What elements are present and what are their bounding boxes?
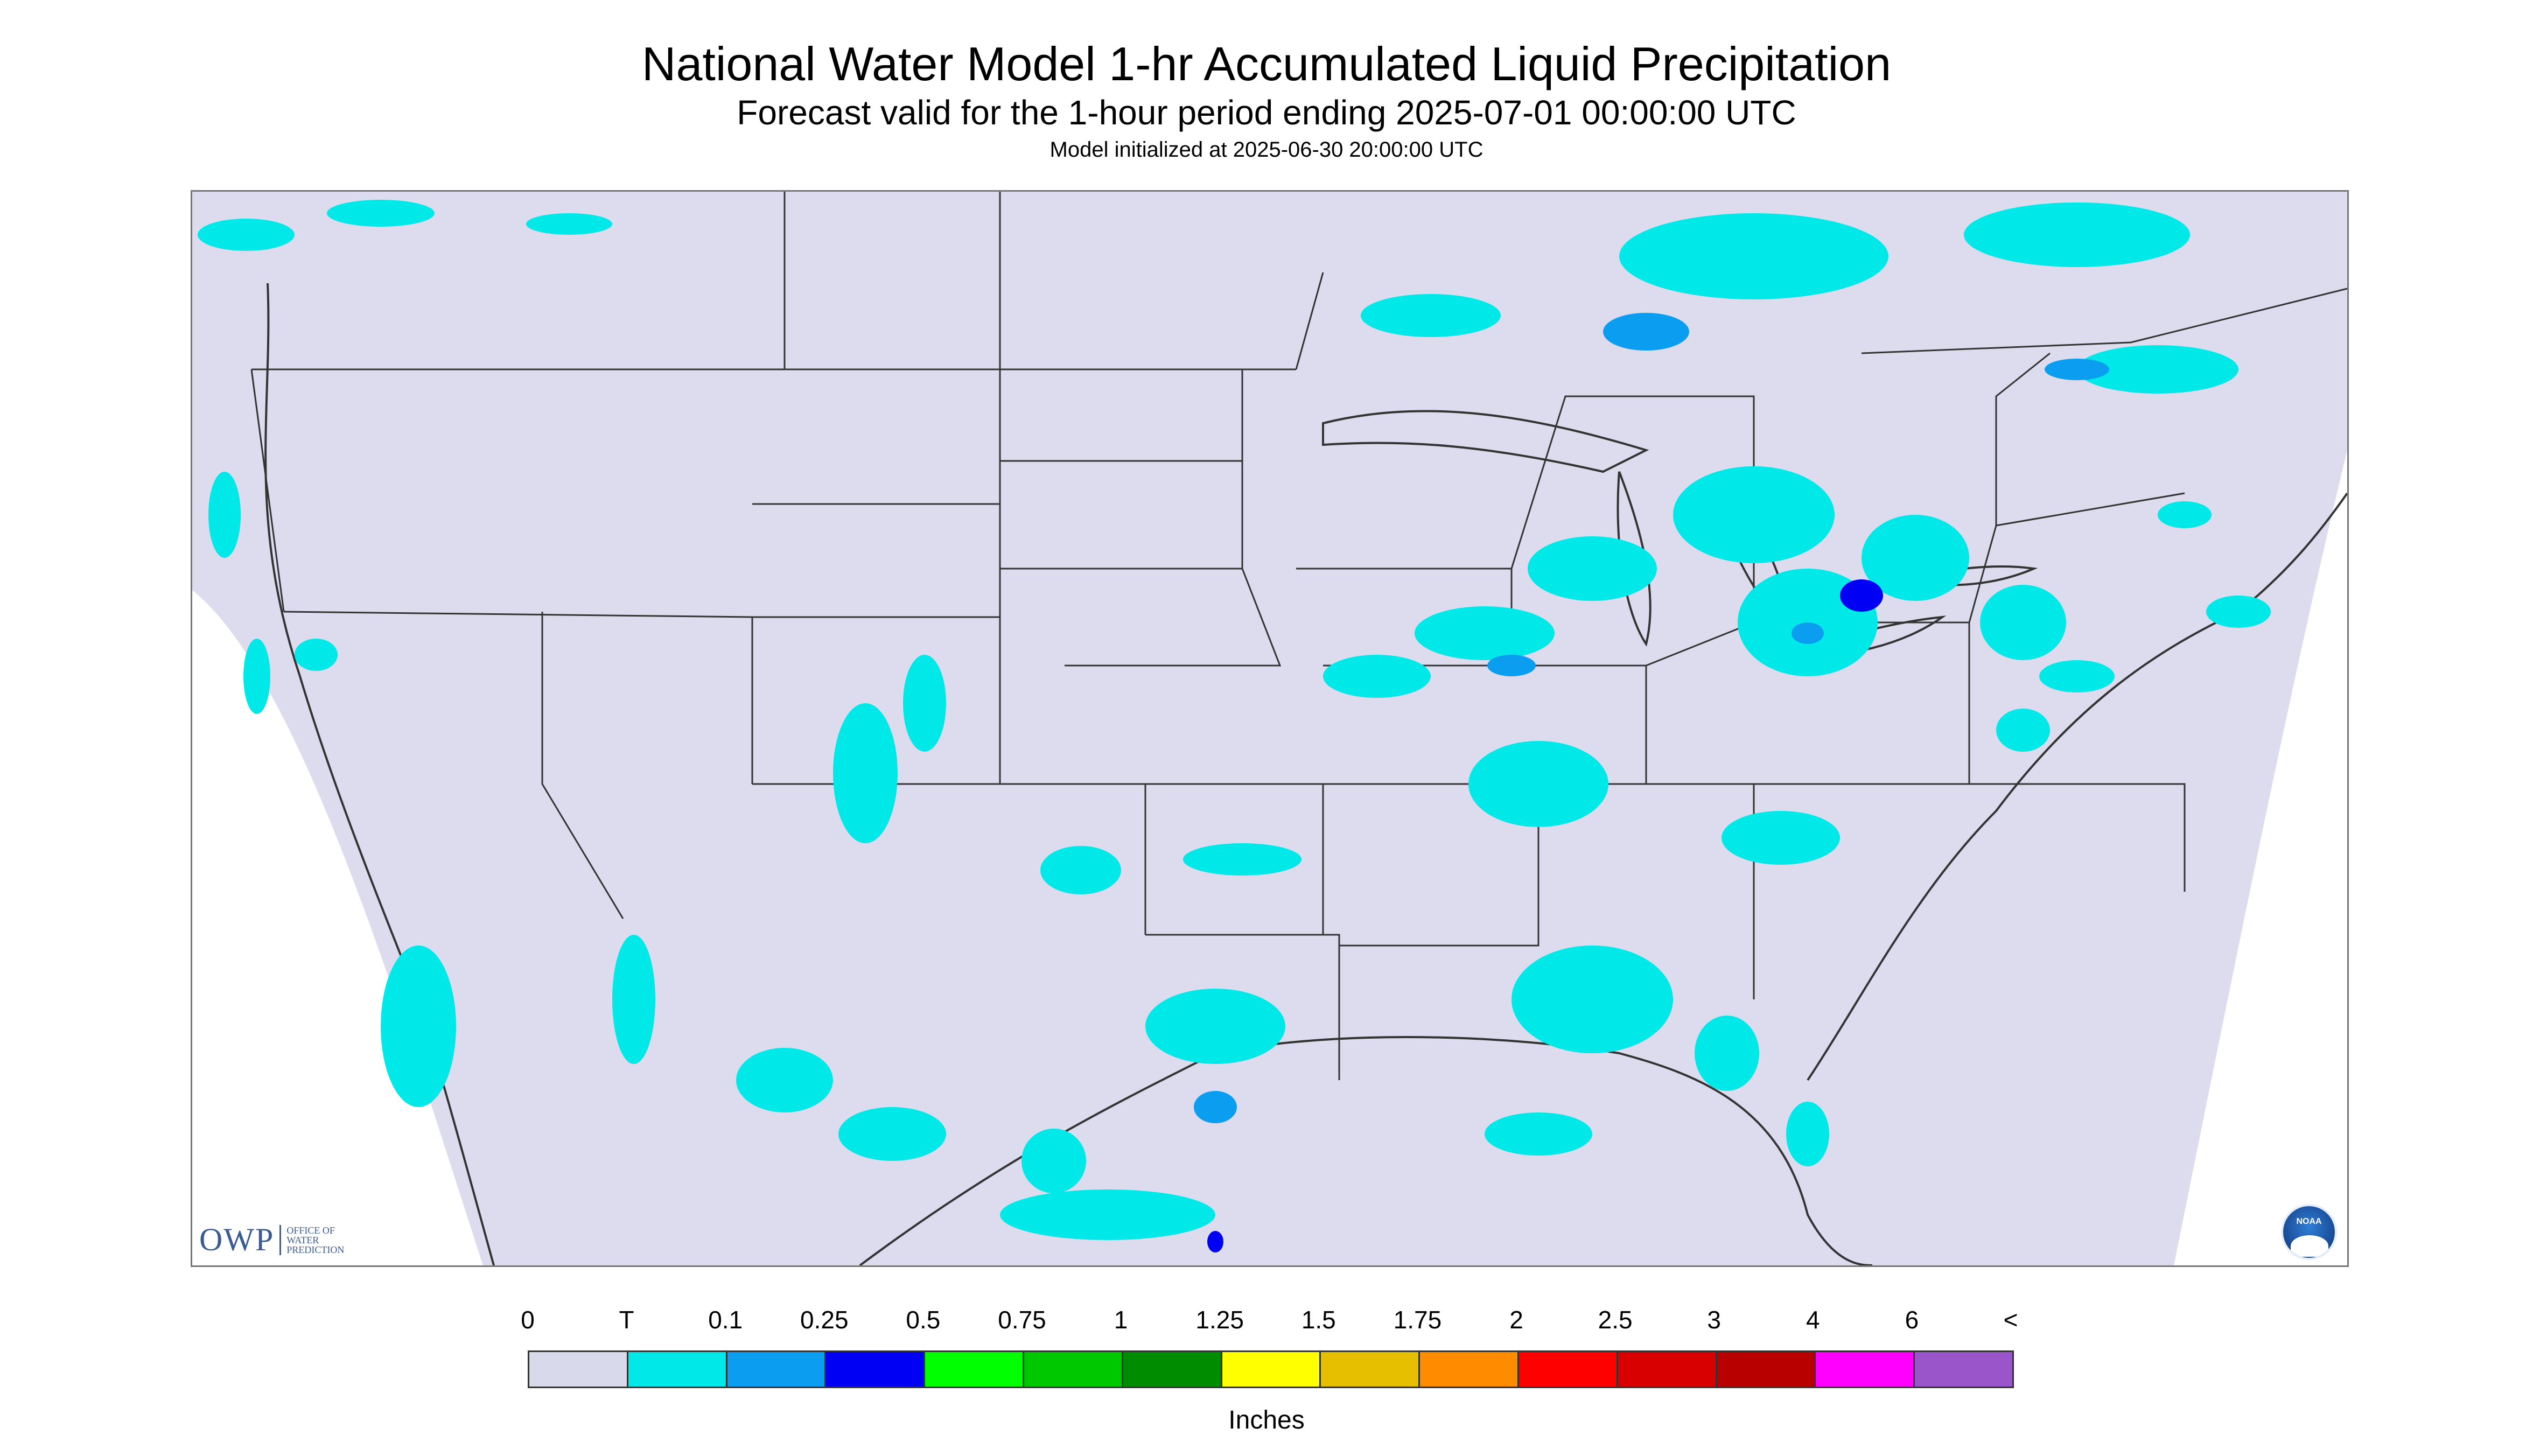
legend-units-label: Inches (1228, 1406, 1305, 1434)
precip-area (1468, 741, 1608, 827)
precip-area (1207, 1231, 1223, 1252)
map-canvas (192, 192, 2347, 1265)
precip-area (381, 946, 456, 1107)
precip-area (1485, 1112, 1592, 1156)
legend-swatch-3 (826, 1352, 926, 1387)
precip-area (1000, 1189, 1215, 1240)
owp-logo-mark: OWP (199, 1222, 275, 1257)
legend-swatch-13 (1816, 1352, 1915, 1387)
precip-area (1183, 843, 1302, 876)
map-subtitle: Forecast valid for the 1-hour period end… (737, 93, 1796, 132)
noaa-bird-icon (2291, 1235, 2328, 1257)
map-title: National Water Model 1-hr Accumulated Li… (641, 37, 1892, 90)
precip-area (1722, 811, 1840, 865)
legend-label: T (619, 1306, 634, 1334)
legend-swatch-14 (1915, 1352, 2012, 1387)
precip-area (243, 639, 270, 714)
precip-area (2039, 660, 2115, 692)
precip-area (295, 639, 338, 671)
legend-swatch-1 (628, 1352, 727, 1387)
legend-label: 6 (1905, 1306, 1919, 1334)
precipitation-areas (198, 200, 2271, 1252)
precip-area (838, 1107, 946, 1161)
legend-swatch-6 (1123, 1352, 1222, 1387)
precip-area (1695, 1016, 1759, 1091)
legend-swatch-2 (727, 1352, 827, 1387)
legend-swatch-9 (1420, 1352, 1519, 1387)
legend-label: 1.5 (1301, 1306, 1336, 1334)
precip-area (198, 219, 295, 251)
precip-area (1415, 606, 1555, 660)
precip-area (903, 655, 946, 752)
legend-label: 4 (1806, 1306, 1820, 1334)
precip-area (208, 472, 241, 558)
legend-swatch-5 (1024, 1352, 1123, 1387)
legend-swatch-7 (1222, 1352, 1321, 1387)
precip-area (1487, 655, 1536, 676)
legend-label: 1 (1114, 1306, 1128, 1334)
legend-label: 0 (521, 1306, 535, 1334)
noaa-logo-text: NOAA (2296, 1217, 2322, 1226)
precip-area (1194, 1091, 1237, 1123)
legend-swatch-8 (1321, 1352, 1421, 1387)
precip-area (1840, 579, 1883, 612)
precip-area (327, 200, 435, 227)
model-domain (192, 192, 2347, 1265)
precip-area (1964, 202, 2190, 267)
legend-label: 1.25 (1195, 1306, 1244, 1334)
precip-area (1512, 946, 1673, 1053)
precip-area (612, 935, 655, 1064)
precip-area (1323, 655, 1431, 698)
precip-area (2206, 596, 2271, 628)
legend-label: 0.1 (708, 1306, 743, 1334)
legend-label: 0.25 (800, 1306, 849, 1334)
legend-label: 2.5 (1598, 1306, 1633, 1334)
precip-area (2077, 345, 2238, 394)
owp-logo-text: OFFICE OF WATER PREDICTION (286, 1224, 345, 1255)
precip-area (1673, 466, 1835, 563)
precip-area (1145, 989, 1285, 1064)
legend-labels: 0 T 0.1 0.25 0.5 0.75 1 1.25 1.5 1.75 2 2.5 3 4 6 < (521, 1305, 2018, 1338)
precip-area (1996, 709, 2050, 752)
owp-logo-separator (279, 1224, 282, 1255)
coastlines (264, 283, 2347, 1265)
legend-label: < (2003, 1306, 2018, 1334)
legend-swatch-4 (925, 1352, 1024, 1387)
precip-area (1619, 213, 1888, 299)
noaa-logo: NOAA (2281, 1204, 2337, 1260)
legend-swatch-11 (1618, 1352, 1717, 1387)
legend-swatch-10 (1519, 1352, 1618, 1387)
precip-area (526, 213, 612, 235)
model-init-line: Model initialized at 2025-06-30 20:00:00… (1049, 138, 1484, 162)
precip-area (2045, 359, 2109, 380)
legend-colorbar (528, 1350, 2014, 1388)
precip-area (1040, 846, 1121, 894)
precip-area (2158, 501, 2212, 528)
precip-area (1021, 1129, 1086, 1193)
precip-area (1786, 1102, 1829, 1166)
precip-area (833, 703, 898, 843)
precip-area (1528, 536, 1657, 601)
legend-swatch-12 (1717, 1352, 1816, 1387)
precip-area (736, 1048, 833, 1112)
precip-area (1862, 515, 1969, 601)
precip-area (1603, 313, 1689, 351)
precip-area (1792, 622, 1824, 644)
precipitation-map (191, 190, 2349, 1267)
legend-label: 0.5 (906, 1306, 941, 1334)
legend-label: 0.75 (998, 1306, 1046, 1334)
precip-area (1361, 294, 1501, 337)
legend-label: 3 (1707, 1306, 1721, 1334)
legend-label: 2 (1509, 1306, 1523, 1334)
owp-logo: OWP OFFICE OF WATER PREDICTION (199, 1221, 344, 1258)
legend-swatch-0 (529, 1352, 628, 1387)
legend-label: 1.75 (1393, 1306, 1442, 1334)
precip-area (1980, 585, 2066, 660)
